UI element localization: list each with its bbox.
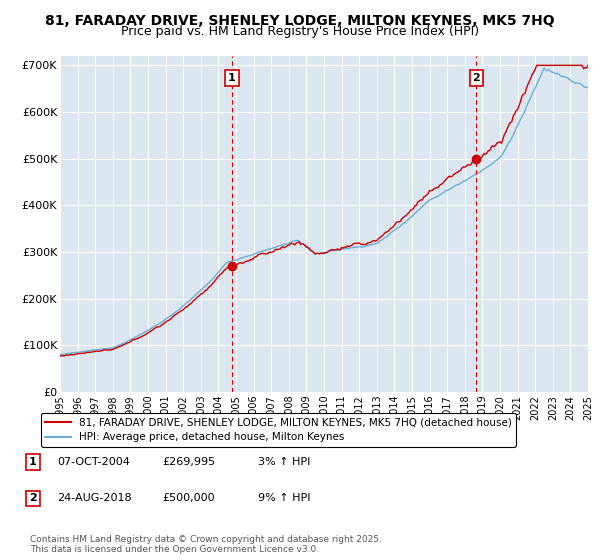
Text: 1: 1 [29, 457, 37, 467]
Legend: 81, FARADAY DRIVE, SHENLEY LODGE, MILTON KEYNES, MK5 7HQ (detached house), HPI: : 81, FARADAY DRIVE, SHENLEY LODGE, MILTON… [41, 413, 516, 446]
Text: 2: 2 [29, 493, 37, 503]
Text: £269,995: £269,995 [162, 457, 215, 467]
Text: Price paid vs. HM Land Registry's House Price Index (HPI): Price paid vs. HM Land Registry's House … [121, 25, 479, 38]
Text: 2: 2 [472, 73, 480, 83]
Text: 07-OCT-2004: 07-OCT-2004 [57, 457, 130, 467]
Text: 24-AUG-2018: 24-AUG-2018 [57, 493, 131, 503]
Text: 81, FARADAY DRIVE, SHENLEY LODGE, MILTON KEYNES, MK5 7HQ: 81, FARADAY DRIVE, SHENLEY LODGE, MILTON… [45, 14, 555, 28]
Text: 3% ↑ HPI: 3% ↑ HPI [258, 457, 310, 467]
Text: £500,000: £500,000 [162, 493, 215, 503]
Text: 1: 1 [228, 73, 236, 83]
Text: Contains HM Land Registry data © Crown copyright and database right 2025.
This d: Contains HM Land Registry data © Crown c… [30, 535, 382, 554]
Text: 9% ↑ HPI: 9% ↑ HPI [258, 493, 311, 503]
